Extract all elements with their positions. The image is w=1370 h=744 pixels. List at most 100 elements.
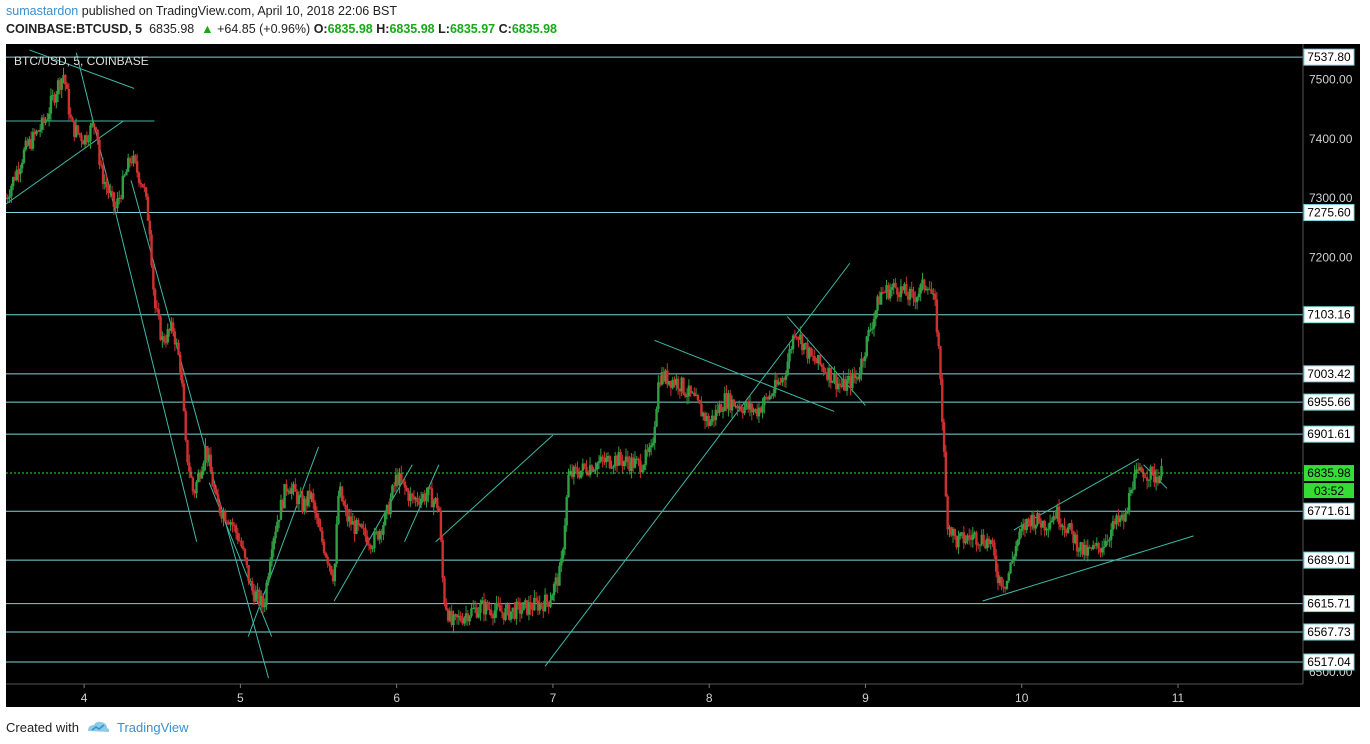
candle-body — [966, 535, 969, 541]
candle-body — [853, 373, 856, 378]
candle-body — [1088, 546, 1091, 548]
candle-body — [917, 293, 921, 298]
candle-body — [317, 518, 320, 528]
level-badge-label: 6901.61 — [1307, 427, 1351, 441]
candle-body — [473, 607, 477, 609]
candle-body — [950, 527, 953, 536]
candle-body — [445, 603, 448, 610]
candle-body — [1021, 524, 1025, 529]
tradingview-logo-icon[interactable] — [85, 719, 111, 735]
price-chart[interactable]: BTC/USD, 5, COINBASE 7500.00 7400.00 7300.… — [4, 44, 1360, 707]
candle-body — [648, 447, 651, 453]
candle-body — [642, 464, 646, 470]
candle-body — [732, 399, 736, 407]
candle-body — [335, 523, 338, 564]
candle-body — [242, 546, 245, 549]
candle-body — [960, 532, 964, 534]
candle-body — [222, 511, 225, 519]
candle-body — [331, 574, 335, 582]
candle-body — [651, 443, 655, 446]
level-badge-label: 6567.73 — [1307, 625, 1351, 639]
candle-body — [493, 610, 496, 619]
candle-body — [1011, 559, 1014, 563]
candle-body — [304, 498, 308, 506]
candle-body — [101, 165, 105, 184]
candle-body — [1072, 530, 1075, 544]
candle-body — [613, 455, 617, 467]
candle-body — [626, 456, 629, 463]
candle-body — [346, 509, 349, 522]
candle-body — [231, 522, 234, 526]
candle-body — [558, 565, 561, 586]
x-tick-label: 11 — [1172, 691, 1185, 705]
candle-body — [256, 589, 259, 592]
candle-body — [391, 485, 394, 499]
candle-body — [268, 561, 272, 577]
candle-body — [538, 602, 541, 611]
candle-body — [734, 405, 737, 407]
level-badge-label: 7003.42 — [1307, 367, 1351, 381]
candle-body — [1126, 512, 1129, 514]
candle-body — [159, 316, 162, 340]
candle-body — [441, 539, 444, 579]
candle-body — [894, 282, 897, 288]
candle-body — [937, 332, 940, 347]
candle-body — [1077, 550, 1081, 552]
candle-body — [322, 541, 326, 554]
candle-body — [678, 388, 682, 392]
candle-body — [612, 466, 615, 468]
candle-body — [1079, 542, 1082, 551]
candle-body — [76, 125, 80, 133]
candle-body — [58, 80, 62, 90]
tradingview-link[interactable]: TradingView — [116, 719, 189, 735]
candle-body — [367, 544, 371, 546]
chart-area[interactable]: BTC/USD, 5, COINBASE 7500.00 7400.00 7300.… — [4, 44, 1360, 707]
candle-body — [779, 381, 782, 383]
candle-body — [283, 484, 286, 509]
candle-body — [60, 78, 63, 90]
author-link[interactable]: sumastardon — [6, 4, 79, 18]
candle-body — [1056, 506, 1059, 519]
candle-body — [17, 169, 20, 175]
candle-body — [527, 602, 531, 615]
candle-body — [164, 342, 168, 344]
candle-body — [838, 383, 842, 386]
candle-body — [272, 538, 275, 550]
candle-body — [383, 512, 387, 526]
candle-body — [31, 131, 35, 149]
candle-body — [549, 600, 552, 607]
candle-body — [288, 490, 292, 494]
candle-body — [324, 553, 328, 557]
candle-body — [693, 392, 696, 396]
candle-body — [741, 410, 744, 414]
candle-body — [1156, 477, 1160, 484]
footer: Created with TradingView — [6, 716, 189, 738]
candle-body — [35, 130, 38, 135]
candle-body — [193, 491, 196, 494]
candle-body — [436, 498, 439, 509]
candle-body — [587, 473, 590, 476]
candle-body — [633, 458, 637, 468]
candle-body — [896, 287, 899, 295]
candle-body — [989, 540, 992, 544]
candle-body — [24, 140, 27, 150]
candle-body — [42, 117, 45, 124]
level-badge-label: 7537.80 — [1307, 50, 1351, 64]
candle-body — [773, 379, 777, 394]
level-badge — [1303, 653, 1355, 671]
candle-body — [793, 335, 797, 337]
candle-body — [1003, 586, 1007, 589]
candle-body — [711, 415, 714, 422]
candle-body — [342, 500, 346, 505]
candle-body — [306, 490, 310, 506]
candle-body — [994, 555, 998, 572]
candle-body — [202, 463, 205, 472]
candle-body — [813, 356, 816, 362]
candle-body — [660, 371, 664, 385]
candle-body — [763, 396, 766, 406]
candle-body — [427, 487, 430, 496]
candle-body — [419, 498, 423, 505]
high-value: 6835.98 — [389, 22, 435, 36]
close-value: 6835.98 — [511, 22, 557, 36]
candle-body — [1084, 544, 1088, 556]
